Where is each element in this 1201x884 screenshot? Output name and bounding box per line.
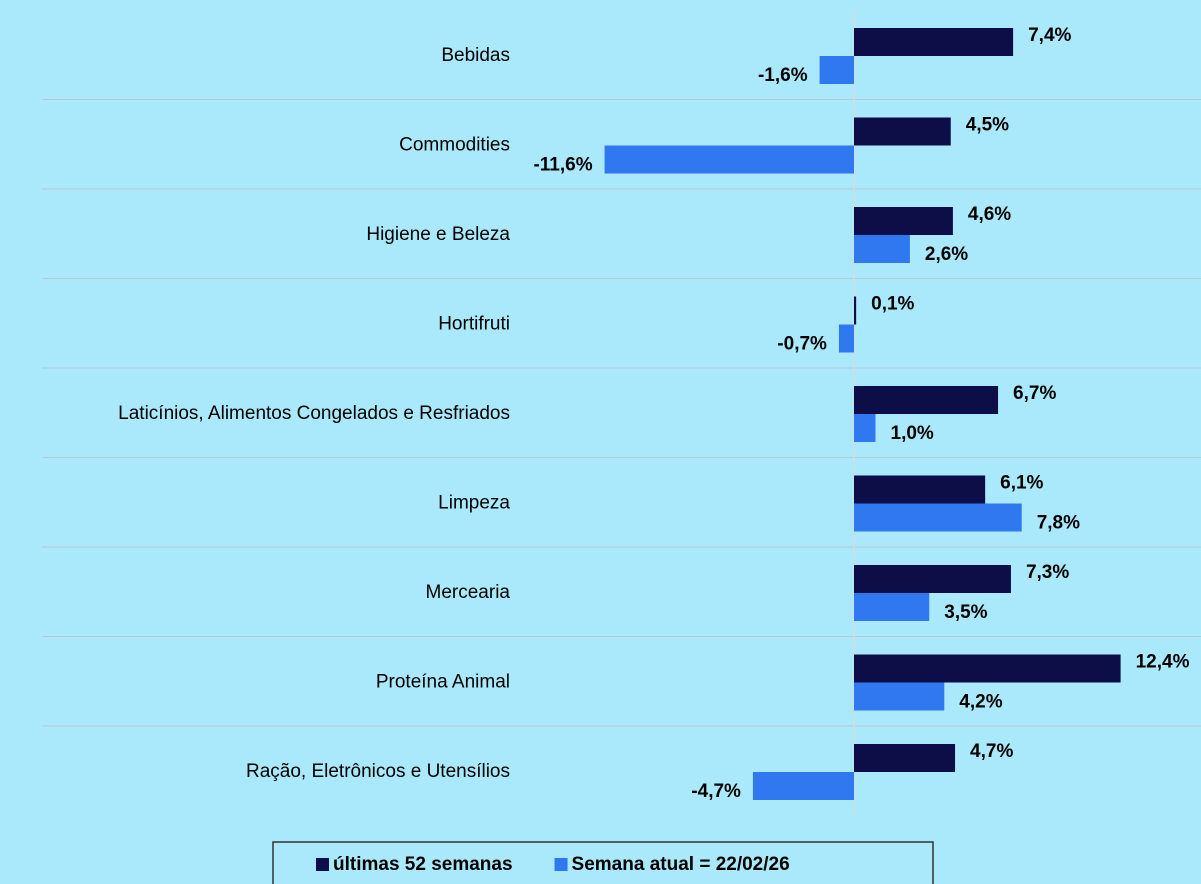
bar [854,682,945,711]
bar [854,475,986,504]
category-label: Proteína Animal [376,672,510,693]
value-label: 3,5% [944,602,987,623]
value-label: 4,2% [959,692,1002,713]
bar [854,117,951,146]
value-label: 4,7% [970,741,1013,762]
bar [838,324,854,353]
bar [854,744,956,772]
value-label: 4,6% [968,204,1011,225]
value-label: -4,7% [691,781,741,802]
bar [854,503,1022,532]
bar [854,235,910,263]
bar [854,386,999,414]
bar [854,296,857,325]
value-label: 6,1% [1000,473,1043,494]
legend-label: Semana atual = 22/02/26 [572,854,790,875]
category-label: Higiene e Beleza [366,224,510,245]
bar [854,593,930,621]
bar [604,145,854,174]
legend-swatch [554,858,568,871]
value-label: 7,3% [1026,562,1069,583]
category-label: Hortifruti [438,314,510,335]
value-label: -11,6% [533,155,592,176]
value-label: 1,0% [891,423,934,444]
value-label: 7,4% [1028,25,1071,46]
legend-label: últimas 52 semanas [333,854,513,875]
bar [854,28,1014,56]
category-label: Ração, Eletrônicos e Utensílios [246,761,510,782]
bar [819,56,854,84]
bar [854,565,1011,593]
value-label: 7,8% [1037,513,1080,534]
value-label: 4,5% [966,115,1009,136]
bar [854,654,1121,683]
category-label: Mercearia [426,582,511,603]
category-label: Limpeza [438,493,510,514]
bar [854,414,876,442]
category-label: Bebidas [441,45,510,66]
value-label: -0,7% [777,334,827,355]
category-label: Laticínios, Alimentos Congelados e Resfr… [118,403,510,424]
value-label: 6,7% [1013,383,1056,404]
bar [854,207,953,235]
value-label: -1,6% [758,65,808,86]
legend-box [272,841,934,884]
category-label: Commodities [399,135,510,156]
value-label: 12,4% [1136,652,1190,673]
value-label: 0,1% [871,294,914,315]
bar [752,772,854,800]
legend-swatch [316,858,329,871]
value-label: 2,6% [925,244,968,265]
